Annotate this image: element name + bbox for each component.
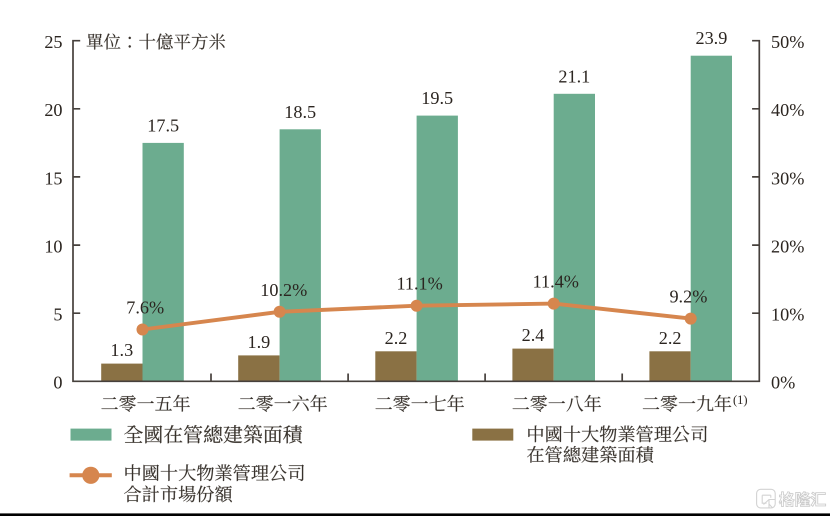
svg-text:10.2%: 10.2% <box>260 280 307 300</box>
svg-text:25: 25 <box>44 32 62 52</box>
svg-text:15: 15 <box>44 168 62 188</box>
svg-text:10%: 10% <box>771 305 804 325</box>
svg-text:20%: 20% <box>771 237 804 257</box>
svg-text:40%: 40% <box>771 100 804 120</box>
svg-text:18.5: 18.5 <box>284 102 316 122</box>
svg-text:10: 10 <box>44 237 62 257</box>
svg-text:19.5: 19.5 <box>421 88 453 108</box>
svg-text:11.1%: 11.1% <box>396 274 442 294</box>
svg-text:9.2%: 9.2% <box>669 287 707 307</box>
svg-text:7.6%: 7.6% <box>126 298 164 318</box>
svg-text:20: 20 <box>44 100 62 120</box>
svg-text:2.2: 2.2 <box>659 328 682 348</box>
svg-text:11.4%: 11.4% <box>533 272 579 292</box>
svg-text:1.3: 1.3 <box>110 340 133 360</box>
svg-text:1.9: 1.9 <box>248 332 271 352</box>
svg-text:50%: 50% <box>771 32 804 52</box>
svg-text:2.4: 2.4 <box>522 325 545 345</box>
svg-text:30%: 30% <box>771 168 804 188</box>
svg-text:21.1: 21.1 <box>558 66 590 86</box>
svg-text:2.2: 2.2 <box>385 328 408 348</box>
svg-text:23.9: 23.9 <box>695 28 727 48</box>
svg-text:0: 0 <box>53 373 62 393</box>
svg-text:(1): (1) <box>733 393 748 407</box>
svg-text:5: 5 <box>53 305 62 325</box>
svg-text:17.5: 17.5 <box>147 115 179 135</box>
svg-text:0%: 0% <box>771 373 795 393</box>
